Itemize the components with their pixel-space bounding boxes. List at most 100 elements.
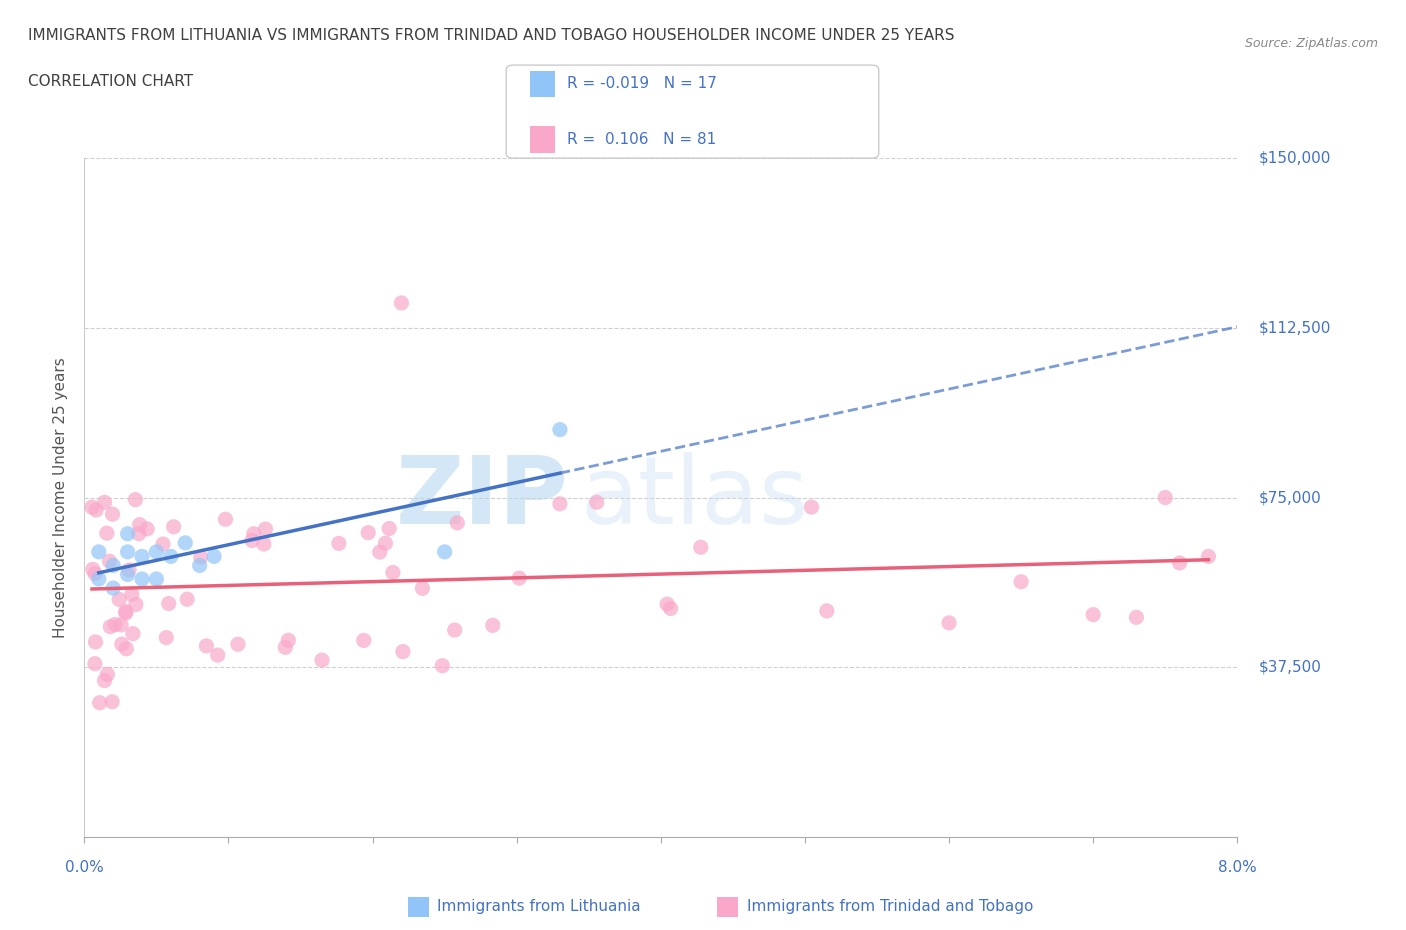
Point (1198, 549, 1220, 564)
Point (1010, 575, 1032, 590)
Point (82, 562, 104, 577)
Point (93, 673, 115, 688)
Point (202, 549, 225, 564)
Point (392, 644, 415, 659)
Point (938, 616, 960, 631)
Point (124, 492, 146, 507)
Point (368, 545, 391, 560)
Point (277, 632, 299, 647)
Point (96, 525, 118, 540)
Text: 8.0%: 8.0% (1218, 860, 1257, 875)
Point (136, 522, 159, 537)
Point (548, 422, 571, 437)
Point (243, 526, 266, 541)
Point (103, 558, 124, 573)
Point (443, 622, 465, 637)
Point (391, 296, 413, 311)
Point (432, 658, 454, 673)
Point (118, 563, 141, 578)
Point (103, 580, 124, 595)
Point (433, 544, 456, 559)
Point (84, 566, 107, 581)
Text: R =  0.106   N = 81: R = 0.106 N = 81 (567, 132, 716, 147)
Text: $112,500: $112,500 (1258, 320, 1330, 336)
Point (117, 544, 139, 559)
Point (207, 647, 229, 662)
Point (93, 495, 115, 510)
Point (101, 507, 124, 522)
Point (96, 667, 118, 682)
Point (111, 637, 134, 652)
Text: CORRELATION CHART: CORRELATION CHART (28, 74, 193, 89)
Point (98, 619, 121, 634)
Point (328, 536, 350, 551)
Point (659, 601, 682, 616)
Point (145, 572, 167, 587)
Point (84, 502, 107, 517)
Point (800, 499, 823, 514)
Point (311, 653, 333, 668)
Point (214, 512, 236, 526)
Point (190, 550, 212, 565)
Point (815, 604, 838, 618)
Point (508, 571, 530, 586)
Point (84, 657, 107, 671)
Text: 0.0%: 0.0% (65, 860, 104, 875)
Point (411, 581, 433, 596)
Point (80, 499, 103, 514)
Point (87, 572, 110, 587)
Point (104, 617, 127, 631)
Point (117, 526, 139, 541)
Point (585, 495, 607, 510)
Point (152, 537, 174, 551)
Text: Source: ZipAtlas.com: Source: ZipAtlas.com (1244, 37, 1378, 50)
Point (1168, 555, 1191, 570)
Text: ZIP: ZIP (395, 452, 568, 543)
Text: R = -0.019   N = 17: R = -0.019 N = 17 (567, 76, 717, 91)
Point (174, 536, 197, 551)
Point (131, 572, 153, 587)
Point (274, 640, 297, 655)
Point (176, 591, 198, 606)
Point (155, 631, 177, 645)
Point (1154, 490, 1177, 505)
Text: $150,000: $150,000 (1258, 151, 1330, 166)
Point (128, 526, 150, 541)
Point (121, 587, 143, 602)
Point (357, 525, 380, 540)
Point (381, 565, 404, 580)
Point (89, 696, 111, 711)
Text: $37,500: $37,500 (1258, 659, 1322, 675)
Point (108, 592, 131, 607)
Point (131, 549, 153, 564)
Point (114, 604, 136, 618)
Point (446, 515, 468, 530)
Point (114, 605, 136, 620)
Text: IMMIGRANTS FROM LITHUANIA VS IMMIGRANTS FROM TRINIDAD AND TOBAGO HOUSEHOLDER INC: IMMIGRANTS FROM LITHUANIA VS IMMIGRANTS … (28, 28, 955, 43)
Point (87, 544, 110, 559)
Point (548, 497, 571, 512)
Point (195, 639, 218, 654)
Point (98, 553, 121, 568)
Point (128, 517, 150, 532)
Text: Immigrants from Trinidad and Tobago: Immigrants from Trinidad and Tobago (747, 899, 1033, 914)
Point (110, 618, 132, 632)
Point (145, 544, 167, 559)
Point (378, 521, 401, 536)
Point (188, 558, 211, 573)
Point (117, 567, 139, 582)
Point (84, 634, 107, 649)
Point (254, 522, 277, 537)
Point (122, 626, 145, 641)
Point (125, 597, 148, 612)
Point (481, 618, 503, 632)
Text: $75,000: $75,000 (1258, 490, 1322, 505)
Point (253, 537, 276, 551)
Point (101, 695, 124, 710)
Point (353, 633, 375, 648)
Point (1125, 610, 1147, 625)
Text: atlas: atlas (581, 452, 808, 543)
Point (162, 519, 184, 534)
Text: Immigrants from Lithuania: Immigrants from Lithuania (437, 899, 641, 914)
Point (226, 637, 249, 652)
